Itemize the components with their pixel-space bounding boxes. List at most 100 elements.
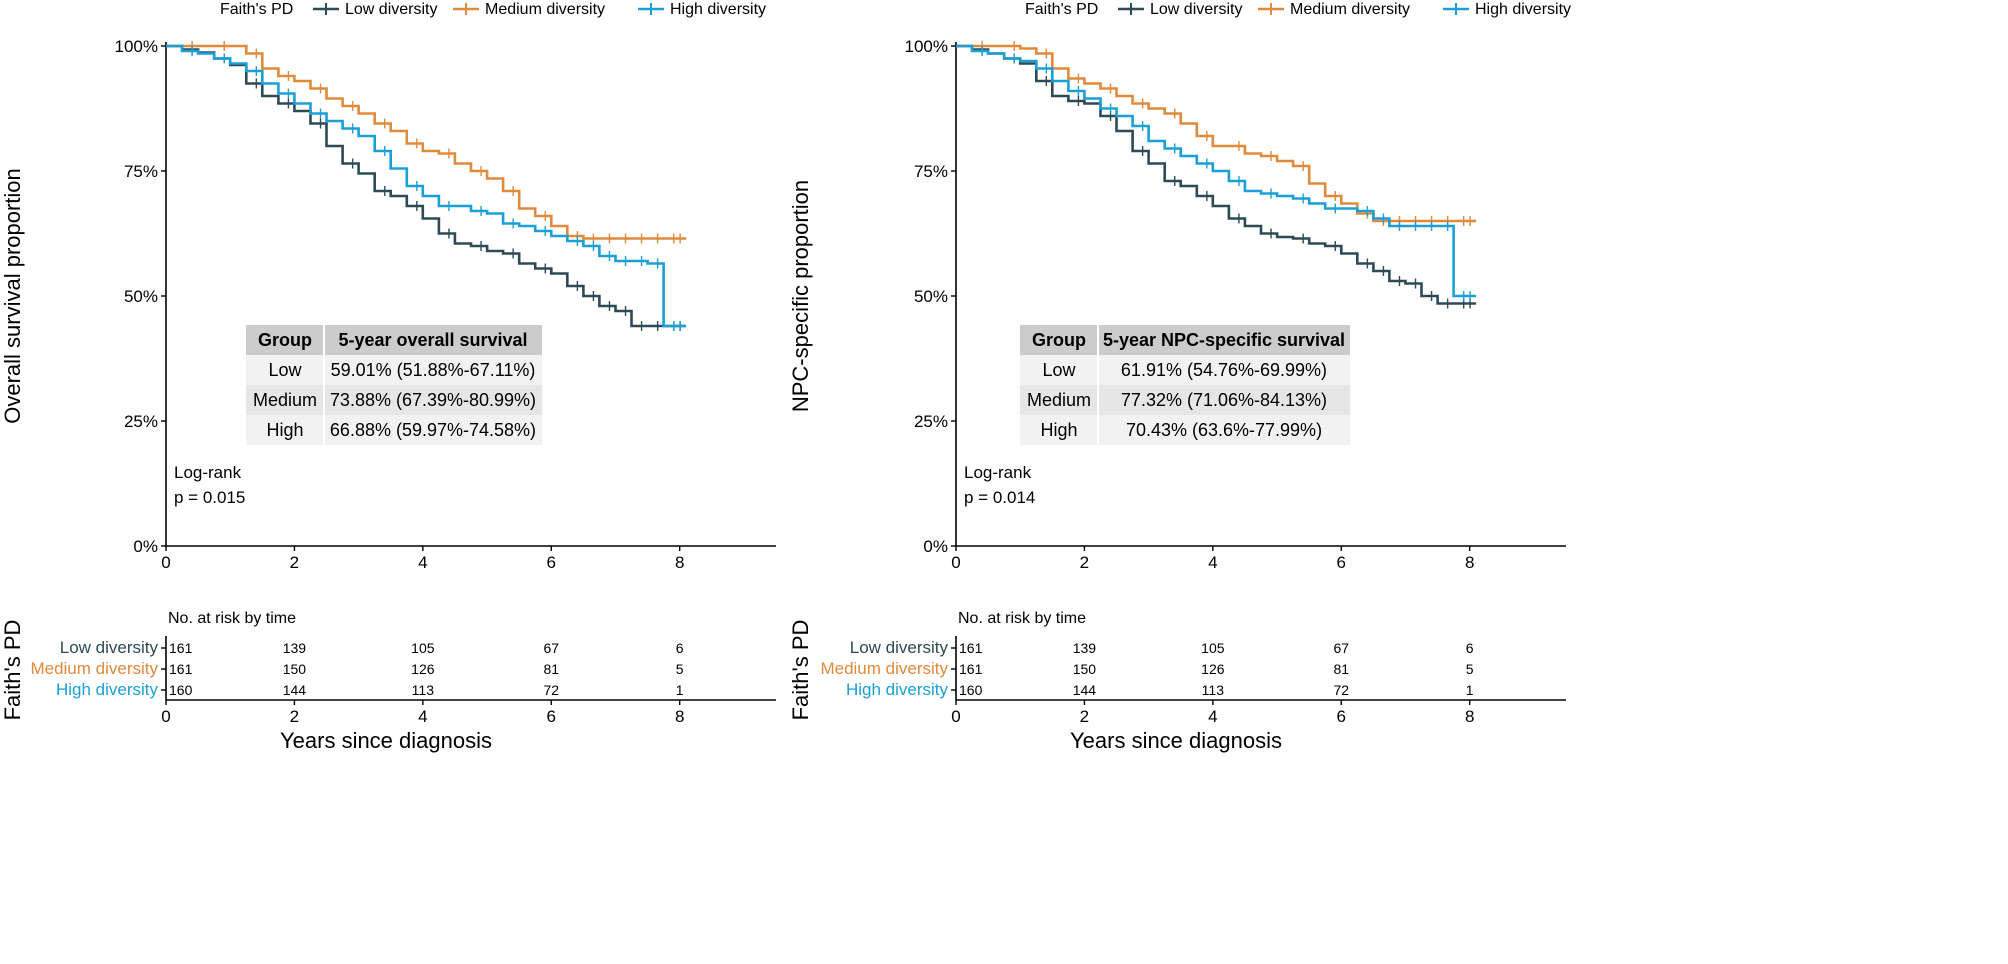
- risk-count-medium: 5: [676, 661, 684, 677]
- summary-table-row-bg: [246, 385, 542, 415]
- summary-table: Group 5-year overall survival Low 59.01% (5…: [246, 325, 542, 445]
- legend-label-low: Low diversity: [345, 1, 437, 18]
- summary-table-header-metric: 5-year NPC-specific survival: [1103, 330, 1345, 350]
- y-tick-label: 25%: [124, 412, 158, 431]
- risk-count-high: 72: [1333, 682, 1349, 698]
- risk-count-high: 72: [543, 682, 559, 698]
- risk-count-high: 1: [676, 682, 684, 698]
- risk-table-x-tick-label: 8: [675, 707, 684, 726]
- risk-count-high: 144: [1073, 682, 1097, 698]
- summary-table-row-bg: [1020, 415, 1350, 445]
- x-tick-label: 0: [951, 553, 960, 572]
- risk-count-low: 67: [543, 640, 559, 656]
- survival-curve-high: [956, 44, 1477, 298]
- survival-curve-high: [166, 44, 687, 328]
- risk-table-row-label-medium: Medium diversity: [30, 659, 158, 678]
- x-tick-label: 2: [290, 553, 299, 572]
- risk-count-low: 161: [169, 640, 193, 656]
- risk-table-x-tick-label: 2: [290, 707, 299, 726]
- survival-curve-low: [166, 44, 687, 328]
- risk-count-low: 67: [1333, 640, 1349, 656]
- y-tick-label: 75%: [914, 162, 948, 181]
- y-tick-label: 100%: [905, 37, 948, 56]
- summary-table-value-cell: 77.32% (71.06%-84.13%): [1121, 390, 1327, 410]
- risk-table-x-tick-label: 4: [1208, 707, 1217, 726]
- legend-label-medium: Medium diversity: [485, 1, 605, 18]
- risk-count-low: 139: [283, 640, 307, 656]
- y-tick-label: 100%: [115, 37, 158, 56]
- risk-count-low: 161: [959, 640, 983, 656]
- risk-table-title: No. at risk by time: [958, 610, 1086, 627]
- risk-table-row-label-low: Low diversity: [60, 638, 159, 657]
- legend-title: Faith's PD: [1025, 1, 1098, 18]
- logrank-label: Log-rank: [964, 463, 1032, 482]
- risk-count-high: 113: [1202, 682, 1225, 698]
- summary-table-value-cell: 73.88% (67.39%-80.99%): [330, 390, 536, 410]
- legend: Faith's PD Low diversity Medium diversity H…: [220, 1, 766, 18]
- legend: Faith's PD Low diversity Medium diversity H…: [1025, 1, 1571, 18]
- summary-table-value-cell: 70.43% (63.6%-77.99%): [1126, 420, 1322, 440]
- y-axis-title: Overall survival proportion: [0, 168, 25, 424]
- risk-count-medium: 5: [1466, 661, 1474, 677]
- risk-table-row-label-medium: Medium diversity: [820, 659, 948, 678]
- risk-count-medium: 81: [1333, 661, 1349, 677]
- risk-table-x-tick-label: 0: [951, 707, 960, 726]
- x-axis-title: Years since diagnosis: [1070, 728, 1282, 753]
- risk-table-x-tick-label: 0: [161, 707, 170, 726]
- risk-count-low: 6: [1466, 640, 1474, 656]
- panel-overall-survival: Faith's PD Low diversity Medium diversity H…: [0, 1, 776, 753]
- legend-label-high: High diversity: [670, 1, 766, 18]
- risk-table-strata-title: Faith's PD: [0, 620, 25, 721]
- panel-npc-specific: Faith's PD Low diversity Medium diversity H…: [788, 1, 1571, 753]
- risk-table-x-tick-label: 6: [1337, 707, 1346, 726]
- x-tick-label: 4: [418, 553, 427, 572]
- risk-table-row-label-low: Low diversity: [850, 638, 949, 657]
- risk-count-medium: 161: [169, 661, 193, 677]
- risk-count-high: 144: [283, 682, 307, 698]
- summary-table-header-metric: 5-year overall survival: [338, 330, 527, 350]
- risk-count-medium: 81: [543, 661, 559, 677]
- x-tick-label: 6: [547, 553, 556, 572]
- risk-count-low: 105: [1201, 640, 1225, 656]
- survival-curve-medium: [166, 44, 687, 240]
- x-axis-title: Years since diagnosis: [280, 728, 492, 753]
- risk-table-x-tick-label: 6: [547, 707, 556, 726]
- summary-table-group-cell: Low: [1042, 360, 1076, 380]
- risk-count-low: 105: [411, 640, 435, 656]
- risk-count-medium: 161: [959, 661, 983, 677]
- logrank-p-value: p = 0.014: [964, 488, 1035, 507]
- risk-table-x-tick-label: 4: [418, 707, 427, 726]
- summary-table: Group 5-year NPC-specific survival Low 61.9…: [1020, 325, 1350, 445]
- risk-table: No. at risk by time Faith's PD 0 2 4 6 8 Low di…: [788, 610, 1566, 726]
- x-tick-label: 8: [675, 553, 684, 572]
- risk-count-low: 6: [676, 640, 684, 656]
- x-tick-label: 0: [161, 553, 170, 572]
- logrank-label: Log-rank: [174, 463, 242, 482]
- legend-label-high: High diversity: [1475, 1, 1571, 18]
- risk-table-x-tick-label: 2: [1080, 707, 1089, 726]
- summary-table-header-bg: [1020, 325, 1350, 355]
- risk-count-high: 160: [959, 682, 983, 698]
- risk-table-strata-title: Faith's PD: [788, 620, 813, 721]
- summary-table-row-bg: [246, 415, 542, 445]
- x-tick-label: 6: [1337, 553, 1346, 572]
- summary-table-value-cell: 61.91% (54.76%-69.99%): [1121, 360, 1327, 380]
- risk-count-high: 1: [1466, 682, 1474, 698]
- y-axis-title: NPC-specific proportion: [788, 180, 813, 412]
- y-tick-label: 50%: [124, 287, 158, 306]
- risk-count-medium: 126: [1201, 661, 1225, 677]
- risk-table: No. at risk by time Faith's PD 0 2 4 6 8 Low di…: [0, 610, 776, 726]
- summary-table-row-bg: [246, 355, 542, 385]
- summary-table-group-cell: High: [266, 420, 303, 440]
- survival-curves: [956, 41, 1477, 309]
- summary-table-row-bg: [1020, 385, 1350, 415]
- risk-count-medium: 150: [283, 661, 307, 677]
- risk-table-x-tick-label: 8: [1465, 707, 1474, 726]
- survival-curves: [166, 41, 687, 331]
- x-tick-label: 2: [1080, 553, 1089, 572]
- summary-table-group-cell: Low: [268, 360, 302, 380]
- summary-table-group-cell: Medium: [1027, 390, 1091, 410]
- logrank-p-value: p = 0.015: [174, 488, 245, 507]
